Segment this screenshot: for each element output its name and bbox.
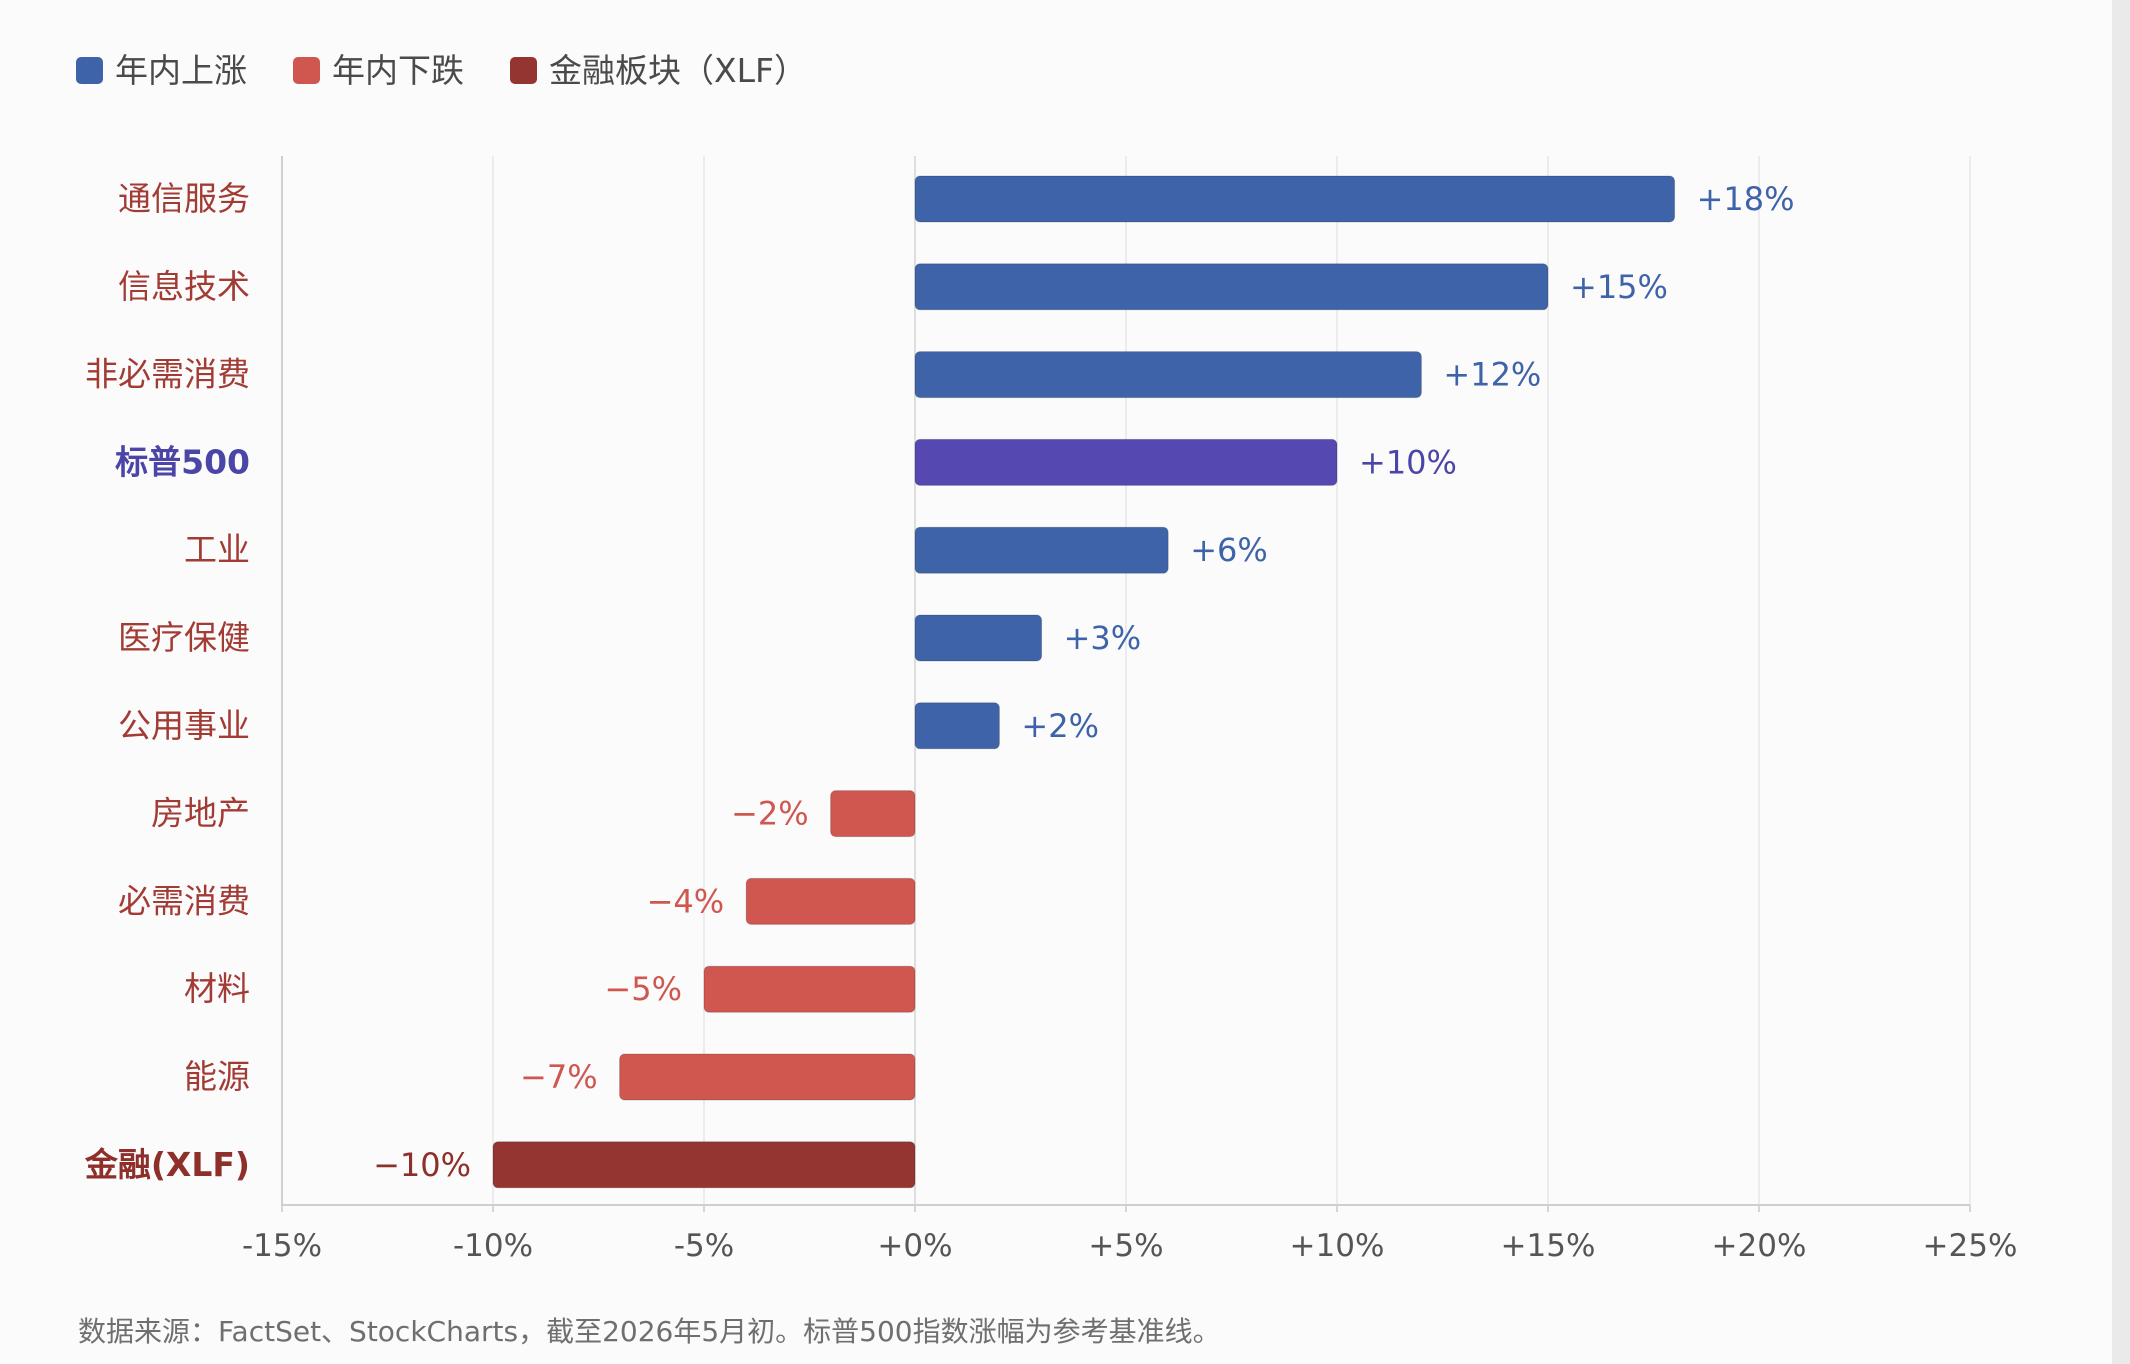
grid-lines [492,156,1971,1205]
category-label: 非必需消费 [85,355,250,394]
x-tick-label: +15% [1501,1228,1596,1264]
category-label: 金融(XLF) [84,1145,250,1184]
data-label: +12% [1443,356,1541,394]
source-note: 数据来源：FactSet、StockCharts，截至2026年5月初。标普50… [78,1315,1221,1348]
data-label: +18% [1697,180,1795,218]
x-tick-label: -15% [242,1228,322,1264]
category-label: 信息技术 [118,267,250,306]
x-tick-label: -5% [674,1228,734,1264]
bar [492,1141,916,1189]
data-label: +3% [1064,619,1142,657]
legend-label-up: 年内上涨 [115,50,247,90]
data-label: +15% [1570,268,1668,306]
legend-item-down: 年内下跌 [293,54,464,87]
x-tick-labels: -15% -10% -5% +0% +5% +10% +15% +20% +25% [242,1228,2017,1264]
category-label: 房地产 [151,794,250,833]
legend-swatch-financials [510,56,537,84]
bar [914,526,1169,574]
legend-item-financials: 金融板块（XLF） [510,54,807,87]
bar [619,1053,916,1101]
category-label: 通信服务 [118,179,250,218]
bar [914,614,1043,662]
data-label: −5% [604,970,682,1008]
data-label: −10% [373,1146,471,1184]
bar [830,790,916,838]
legend-swatch-up [76,56,103,84]
legend-label-down: 年内下跌 [332,50,464,90]
data-label: −2% [731,795,809,833]
x-tick-label: +20% [1712,1228,1807,1264]
category-label: 公用事业 [118,706,250,745]
x-tick-label: +25% [1923,1228,2018,1264]
chart-legend: 年内上涨 年内下跌 金融板块（XLF） [76,46,807,94]
x-tick-label: +5% [1088,1228,1163,1264]
category-label: 必需消费 [118,881,250,920]
data-label: +6% [1190,531,1268,569]
data-labels: +18% +15% +12% +10% +6% +3% +2% −2% −4% −5% −7% −10… [373,180,1794,1184]
category-label: 标普500 [115,442,250,481]
bar [914,175,1676,223]
bars [492,175,1676,1189]
category-label: 工业 [184,530,250,569]
x-tick-label: +0% [877,1228,952,1264]
bar [914,263,1549,311]
category-label: 能源 [184,1057,250,1096]
x-tick-label: -10% [453,1228,533,1264]
right-edge-strip [2112,0,2130,1364]
x-tick-label: +10% [1290,1228,1385,1264]
data-label: −7% [520,1058,598,1096]
bar [914,351,1422,399]
bar [914,438,1338,486]
data-label: −4% [647,882,725,920]
legend-swatch-down [293,56,320,84]
data-label: +2% [1021,707,1099,745]
category-label: 医疗保健 [118,618,250,657]
legend-label-financials: 金融板块（XLF） [549,50,807,90]
legend-item-up: 年内上涨 [76,54,247,87]
bar [703,965,916,1013]
bar [745,877,916,925]
category-label: 材料 [184,969,250,1008]
data-label: +10% [1359,443,1457,481]
bar [914,702,1000,750]
axes [281,156,1971,1212]
